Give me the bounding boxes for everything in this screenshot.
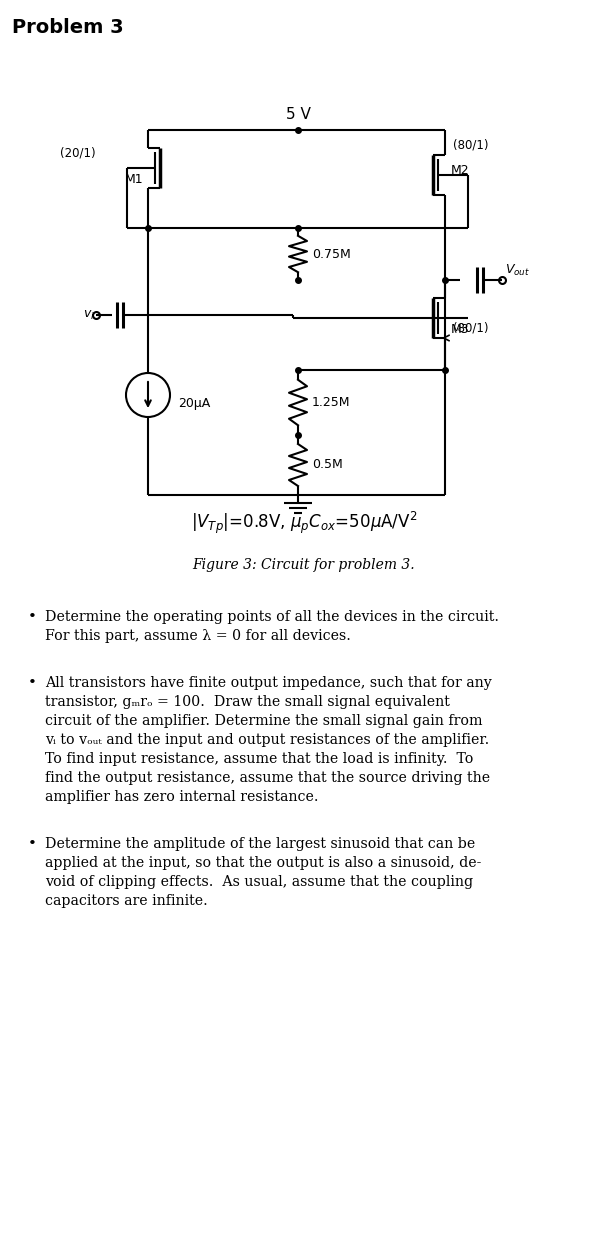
- Text: 5 V: 5 V: [286, 107, 311, 122]
- Text: $|V_{Tp}|$=0.8V, $\mu_p C_{ox}$=50$\mu$A/V$^2$: $|V_{Tp}|$=0.8V, $\mu_p C_{ox}$=50$\mu$A…: [191, 509, 417, 536]
- Text: applied at the input, so that the output is also a sinusoid, de-: applied at the input, so that the output…: [45, 855, 482, 871]
- Text: Problem 3: Problem 3: [12, 18, 123, 36]
- Text: (80/1): (80/1): [453, 138, 488, 151]
- Text: $v_i$: $v_i$: [83, 308, 95, 322]
- Text: transistor, gₘrₒ = 100.  Draw the small signal equivalent: transistor, gₘrₒ = 100. Draw the small s…: [45, 694, 450, 710]
- Text: To find input resistance, assume that the load is infinity.  To: To find input resistance, assume that th…: [45, 752, 474, 766]
- Text: M2: M2: [451, 164, 469, 176]
- Text: void of clipping effects.  As usual, assume that the coupling: void of clipping effects. As usual, assu…: [45, 876, 473, 889]
- Text: $V_{out}$: $V_{out}$: [505, 263, 530, 278]
- Text: M3: M3: [451, 323, 469, 336]
- Text: capacitors are infinite.: capacitors are infinite.: [45, 894, 208, 908]
- Text: •: •: [28, 610, 37, 624]
- Text: Figure 3: Circuit for problem 3.: Figure 3: Circuit for problem 3.: [193, 559, 415, 572]
- Text: 1.25M: 1.25M: [312, 396, 350, 409]
- Text: circuit of the amplifier. Determine the small signal gain from: circuit of the amplifier. Determine the …: [45, 715, 483, 728]
- Text: M1: M1: [125, 174, 143, 186]
- Text: 0.75M: 0.75M: [312, 248, 351, 260]
- Text: (20/1): (20/1): [60, 146, 95, 160]
- Text: All transistors have finite output impedance, such that for any: All transistors have finite output imped…: [45, 676, 492, 689]
- Text: Determine the operating points of all the devices in the circuit.: Determine the operating points of all th…: [45, 610, 499, 624]
- Text: Determine the amplitude of the largest sinusoid that can be: Determine the amplitude of the largest s…: [45, 837, 475, 850]
- Text: •: •: [28, 837, 37, 850]
- Text: For this part, assume λ = 0 for all devices.: For this part, assume λ = 0 for all devi…: [45, 629, 351, 643]
- Text: 20μA: 20μA: [178, 396, 210, 410]
- Text: find the output resistance, assume that the source driving the: find the output resistance, assume that …: [45, 771, 490, 785]
- Text: •: •: [28, 676, 37, 689]
- Text: amplifier has zero internal resistance.: amplifier has zero internal resistance.: [45, 790, 319, 804]
- Text: vᵢ to vₒᵤₜ and the input and output resistances of the amplifier.: vᵢ to vₒᵤₜ and the input and output resi…: [45, 733, 489, 747]
- Text: (80/1): (80/1): [453, 322, 488, 335]
- Text: 0.5M: 0.5M: [312, 458, 343, 472]
